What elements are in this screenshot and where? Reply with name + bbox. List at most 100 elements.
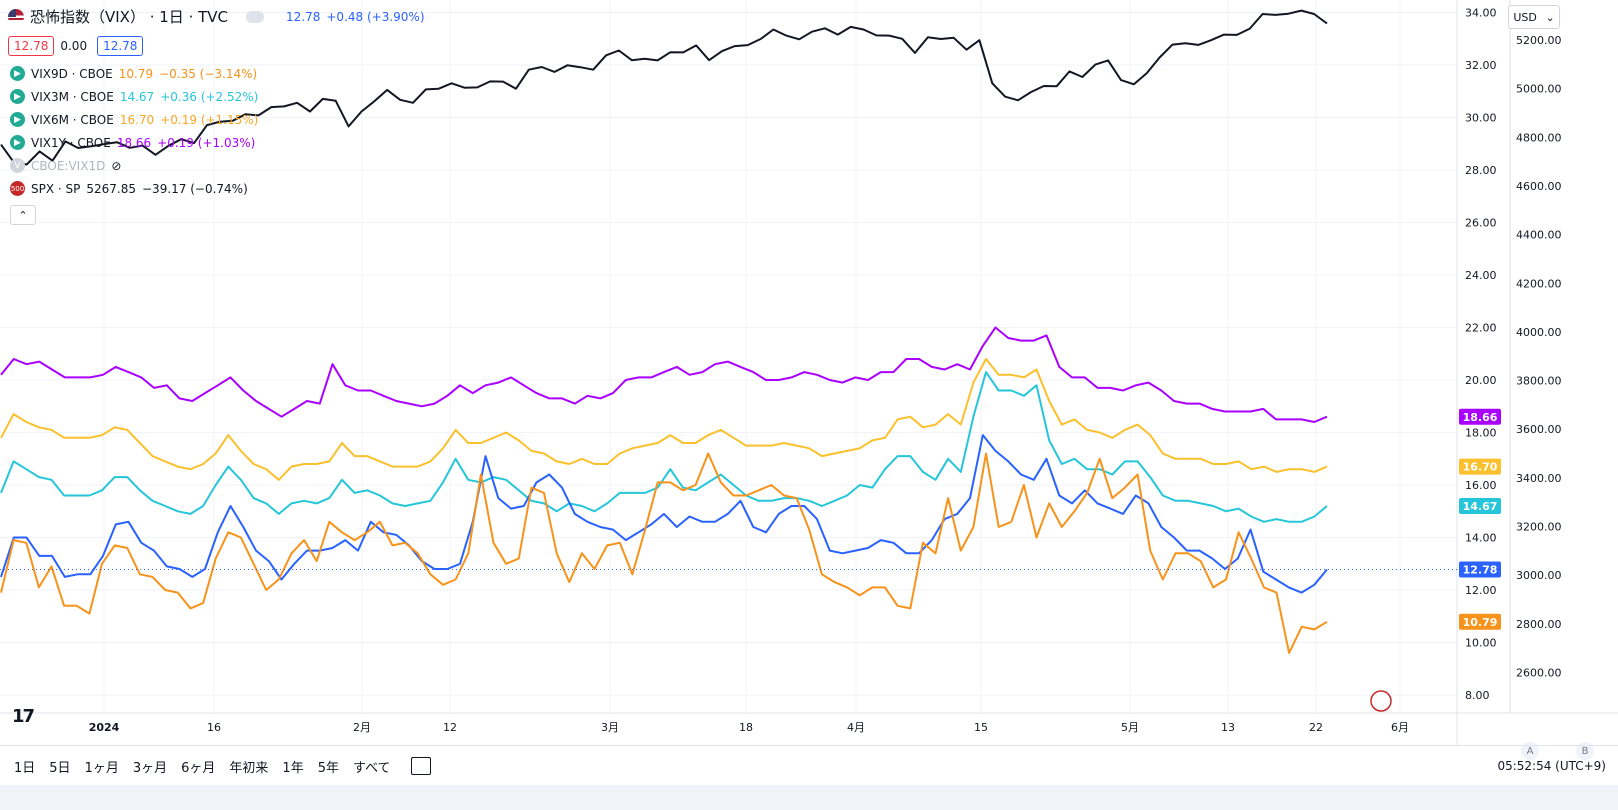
y2-tick-label: 5000.00 — [1516, 83, 1562, 96]
legend-value: 14.67 — [119, 89, 155, 104]
legend-item[interactable]: ▶ VIX6M · CBOE 16.70 +0.19 (+1.15%) — [10, 112, 258, 127]
legend-value: 16.70 — [119, 112, 155, 127]
symbol-title[interactable]: 恐怖指数（VIX） · 1日 · TVC — [30, 8, 229, 26]
y2-tick-label: 5200.00 — [1516, 34, 1562, 47]
legend-item[interactable]: V CBOE:VIX1D ⊘ — [10, 158, 121, 173]
x-tick-label: 2月 — [353, 721, 371, 734]
y-tick-label: 14.00 — [1465, 532, 1497, 545]
last-value-badge — [1459, 458, 1501, 475]
auto-scale-button[interactable]: A — [1521, 742, 1539, 760]
series-line — [0, 371, 1328, 523]
x-tick-label: 16 — [207, 721, 221, 734]
y-tick-label: 18.00 — [1465, 427, 1497, 440]
calendar-icon[interactable] — [410, 757, 431, 775]
x-tick-label: 22 — [1309, 721, 1323, 734]
y-tick-label: 24.00 — [1465, 269, 1497, 282]
legend-change: +0.19 (+1.03%) — [157, 135, 256, 150]
x-tick-label: 5月 — [1121, 721, 1139, 734]
play-icon: ▶ — [10, 89, 25, 104]
legend-value: 10.79 — [118, 66, 154, 81]
legend-item[interactable]: ▶ VIX3M · CBOE 14.67 +0.36 (+2.52%) — [10, 89, 258, 104]
x-tick-label: 6月 — [1391, 721, 1409, 734]
y-tick-label: 12.00 — [1465, 584, 1497, 597]
last-value-label: 10.79 — [1463, 616, 1498, 629]
legend-change: −39.17 (−0.74%) — [142, 181, 248, 196]
legend-item[interactable]: ▶ VIX9D · CBOE 10.79 −0.35 (−3.14%) — [10, 66, 257, 81]
timeframe-5y[interactable]: 5年 — [317, 760, 339, 776]
legend-name: SPX · SP — [31, 181, 81, 196]
legend-name: VIX1Y · CBOE — [31, 135, 111, 150]
last-value-label: 16.70 — [1463, 461, 1498, 474]
y-tick-label: 34.00 — [1465, 7, 1497, 20]
timeframe-6m[interactable]: 6ヶ月 — [181, 760, 216, 776]
y2-tick-label: 4200.00 — [1516, 277, 1562, 290]
legend-name: VIX6M · CBOE — [31, 112, 114, 127]
play-icon: ▶ — [10, 112, 25, 127]
y-tick-label: 32.00 — [1465, 59, 1497, 72]
series-line — [0, 452, 1328, 654]
clock[interactable]: 05:52:54 (UTC+9) — [1497, 759, 1606, 773]
y-tick-label: 30.00 — [1465, 112, 1497, 125]
log-scale-button[interactable]: B — [1576, 742, 1594, 760]
legend-name: VIX9D · CBOE — [31, 66, 113, 81]
bid-ask-row: 12.78 0.00 12.78 — [8, 36, 144, 56]
symbol-header: 恐怖指数（VIX） · 1日 · TVC 12.78 +0.48 (+3.90%… — [8, 6, 425, 27]
y2-tick-label: 3200.00 — [1516, 521, 1562, 534]
series-line — [0, 9, 1328, 166]
x-tick-label: 12 — [443, 721, 457, 734]
timeframe-all[interactable]: すべて — [352, 760, 391, 776]
last-value-badge — [1459, 561, 1501, 578]
y2-tick-label: 4400.00 — [1516, 229, 1562, 242]
legend-item[interactable]: ▶ VIX1Y · CBOE 18.66 +0.19 (+1.03%) — [10, 135, 255, 150]
price-chart[interactable]: 2024 16 2月 12 3月 18 4月 15 5月 13 22 6月 34.00 32.00 30.0… — [0, 0, 1618, 745]
timeframe-1y[interactable]: 1年 — [282, 760, 304, 776]
timeframe-1m[interactable]: 1ヶ月 — [84, 760, 119, 776]
bid-box[interactable]: 12.78 — [8, 36, 55, 56]
spread-value: 0.00 — [60, 39, 88, 53]
legend-item[interactable]: 500 SPX · SP 5267.85 −39.17 (−0.74%) — [10, 181, 248, 196]
legend-name: VIX3M · CBOE — [31, 89, 114, 104]
series-line — [0, 434, 1328, 594]
y2-tick-label: 2800.00 — [1516, 618, 1562, 631]
tradingview-logo[interactable]: 17 — [12, 706, 35, 727]
x-tick-label: 4月 — [847, 721, 865, 734]
x-tick-label: 2024 — [89, 721, 120, 734]
legend-value: 18.66 — [116, 135, 152, 150]
hidden-series-icon: V — [10, 158, 25, 173]
currency-select[interactable]: USD ⌄ — [1508, 5, 1560, 29]
play-icon: ▶ — [10, 66, 25, 81]
legend-change: +0.19 (+1.15%) — [160, 112, 259, 127]
market-status-icon[interactable] — [246, 10, 265, 23]
timeframe-1d[interactable]: 1日 — [14, 760, 36, 776]
last-price: 12.78 — [286, 9, 321, 24]
y2-tick-label: 4800.00 — [1516, 131, 1562, 144]
timeframe-ytd[interactable]: 年初来 — [229, 760, 269, 776]
play-icon: ▶ — [10, 135, 25, 150]
timeframe-5d[interactable]: 5日 — [49, 760, 71, 776]
y2-tick-label: 3800.00 — [1516, 375, 1562, 388]
x-tick-label: 18 — [739, 721, 753, 734]
chevron-down-icon: ⌄ — [1545, 10, 1555, 24]
event-flag-icon — [1370, 690, 1392, 712]
currency-label: USD — [1513, 10, 1537, 24]
y2-tick-label: 3600.00 — [1516, 423, 1562, 436]
legend-change: −0.35 (−3.14%) — [159, 66, 258, 81]
series-line — [0, 358, 1328, 481]
y2-tick-label: 4600.00 — [1516, 180, 1562, 193]
bottom-toolbar: 1日 5日 1ヶ月 3ヶ月 6ヶ月 年初来 1年 5年 すべて 05:52:54… — [0, 745, 1618, 786]
x-tick-label: 15 — [974, 721, 988, 734]
y2-tick-label: 3400.00 — [1516, 472, 1562, 485]
ask-box[interactable]: 12.78 — [97, 36, 144, 56]
y-tick-label: 10.00 — [1465, 637, 1497, 650]
spx-500-icon: 500 — [10, 181, 25, 196]
eye-hidden-icon[interactable]: ⊘ — [111, 158, 122, 173]
price-change: +0.48 (+3.90%) — [326, 9, 425, 24]
collapse-legend-button[interactable]: ⌃ — [10, 205, 36, 225]
timeframe-3m[interactable]: 3ヶ月 — [132, 760, 168, 776]
last-value-label: 18.66 — [1463, 411, 1498, 424]
y2-tick-label: 3000.00 — [1516, 569, 1562, 582]
us-flag-icon — [8, 8, 24, 25]
x-tick-label: 13 — [1221, 721, 1235, 734]
y-tick-label: 8.00 — [1465, 689, 1490, 702]
x-tick-label: 3月 — [601, 721, 619, 734]
